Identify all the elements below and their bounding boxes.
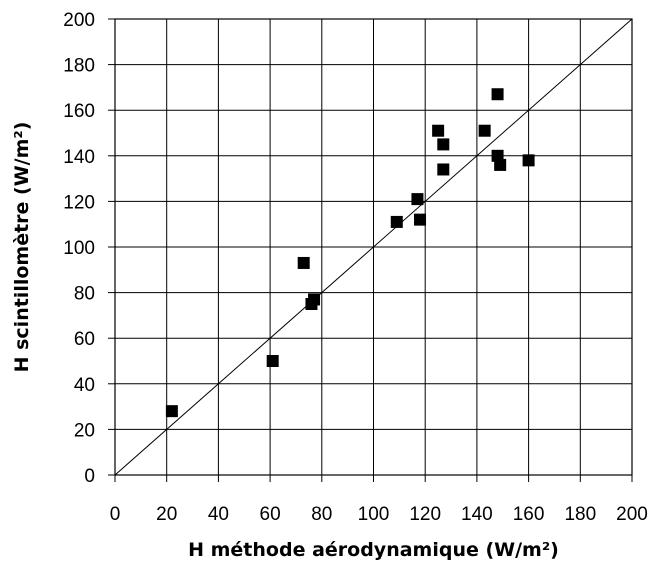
x-tick-label: 0 (110, 504, 121, 525)
x-tick-label: 200 (616, 504, 648, 525)
data-point-8 (432, 124, 445, 137)
y-tick-label: 100 (63, 238, 95, 259)
x-tick-label: 160 (513, 504, 545, 525)
data-point-2 (297, 256, 310, 269)
x-axis-title: H méthode aérodynamique (W/m²) (188, 539, 559, 561)
data-point-5 (390, 215, 403, 228)
y-tick-label: 40 (74, 375, 95, 396)
y-tick-label: 80 (74, 284, 95, 305)
y-tick-label: 20 (74, 420, 95, 441)
y-tick-label: 140 (63, 147, 95, 168)
y-tick-label: 60 (74, 329, 95, 350)
y-tick-label: 160 (63, 101, 95, 122)
data-point-0 (165, 405, 178, 418)
y-axis-ticks: 0 20 40 60 80 100 120 140 160 180 200 (63, 10, 115, 487)
data-point-9 (437, 138, 450, 151)
data-points (165, 88, 535, 418)
x-tick-label: 120 (409, 504, 441, 525)
y-tick-label: 120 (63, 192, 95, 213)
x-tick-label: 80 (311, 504, 332, 525)
data-point-1 (266, 355, 279, 367)
x-axis-ticks: 0 20 40 60 80 100 120 140 160 180 200 (110, 475, 648, 525)
x-tick-label: 180 (564, 504, 596, 525)
data-point-7 (414, 213, 427, 226)
data-point-10 (437, 163, 450, 176)
y-tick-label: 180 (63, 56, 95, 77)
data-point-14 (494, 158, 507, 171)
data-point-15 (522, 154, 535, 167)
data-point-4 (308, 293, 321, 306)
x-tick-label: 20 (156, 504, 177, 525)
y-tick-label: 200 (63, 10, 95, 31)
data-point-13 (491, 149, 504, 162)
data-point-11 (478, 124, 491, 137)
x-tick-label: 100 (358, 504, 390, 525)
y-axis-title: H scintillomètre (W/m²) (11, 122, 33, 373)
reference-line-1-1 (114, 18, 633, 476)
data-point-12 (491, 88, 504, 101)
x-tick-label: 140 (461, 504, 493, 525)
x-tick-label: 40 (208, 504, 229, 525)
data-point-6 (411, 193, 424, 206)
x-tick-label: 60 (260, 504, 281, 525)
y-tick-label: 0 (84, 466, 95, 487)
